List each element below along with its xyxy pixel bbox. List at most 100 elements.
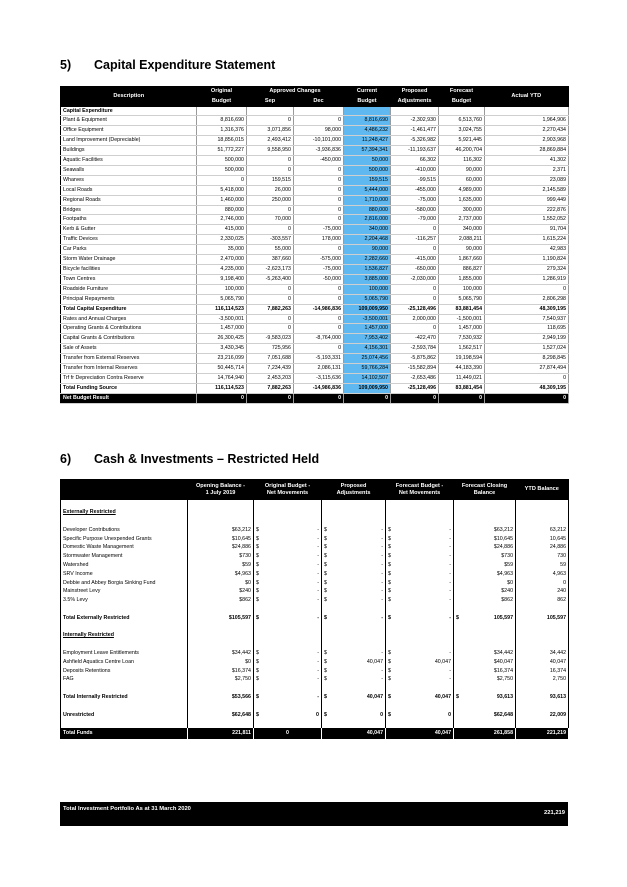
cash-blank-cell: [261, 684, 322, 694]
capex-cell-current-budget: 14,102,507: [343, 373, 392, 384]
cash-row: Specific Purpose Unexpended Grants $10,64…: [60, 534, 570, 544]
capex-cell-current-budget: 2,816,000: [343, 214, 392, 226]
portfolio-value: 221,219: [544, 810, 565, 816]
cash-header-forecast: Forecast Budget - Net Movements: [385, 479, 454, 500]
cash-cell-original: -: [261, 543, 322, 553]
capex-row: Trf fr Depreciation Contra Reserve 14,764…: [60, 373, 570, 384]
capex-cell-original-budget: [196, 106, 247, 117]
capex-cell-original-budget: 8,816,690: [196, 115, 247, 127]
currency-symbol: [454, 543, 462, 552]
currency-symbol: $: [388, 570, 391, 577]
cash-cell-ytd: 93,613: [515, 693, 570, 702]
cash-cell-original: -: [261, 569, 322, 579]
cash-cell-original: -: [261, 657, 322, 667]
currency-symbol: $: [324, 588, 327, 595]
cash-cell-forecast: -: [393, 675, 455, 685]
capex-cell-sep-change: 0: [246, 165, 294, 176]
capex-cell-proposed-adjustment: -25,128,496: [390, 303, 440, 315]
currency-symbol: $: [388, 597, 391, 604]
cash-cell-ytd: 862: [515, 596, 570, 606]
capex-cell-dec-change: 178,000: [293, 234, 345, 246]
header-actual-ytd: Actual YTD: [484, 86, 569, 107]
currency-symbol: [454, 649, 462, 658]
capex-cell-dec-change: 0: [293, 185, 345, 196]
cash-section-number: 6): [60, 452, 72, 466]
cash-header-original: Original Budget - Net Movements: [253, 479, 322, 500]
cash-cell-proposed: -: [329, 561, 387, 570]
currency-symbol: [454, 570, 462, 579]
cash-cell-opening: $0: [187, 578, 254, 588]
cash-blank-cell: [329, 517, 387, 526]
currency-symbol: $: [324, 553, 327, 560]
cash-row: Ashfield Aquatics Centre Loan $0 $ - $40,047…: [60, 657, 570, 667]
cash-blank-cell: [461, 640, 517, 650]
cash-cell-proposed: -: [329, 534, 387, 544]
capex-cell-dec-change: 0: [293, 214, 345, 226]
capex-row-label: Transfer from Internal Reserves: [60, 363, 197, 374]
cash-cell-forecast: -: [393, 613, 455, 623]
cash-cell-opening: $730: [187, 552, 254, 562]
cash-cell-forecast: -: [393, 552, 455, 562]
capex-cell-proposed-adjustment: -410,000: [390, 165, 440, 176]
capex-cell-dec-change: 0: [293, 175, 345, 186]
cash-table: Opening Balance -1 July 2019 Original Bu…: [60, 479, 570, 739]
currency-symbol: $: [256, 711, 259, 718]
header-current-2: Budget: [343, 96, 391, 107]
capex-cell-actual-ytd: 279,324: [484, 264, 570, 275]
capex-cell-actual-ytd: 27,874,494: [484, 363, 570, 374]
header-proposed-1: Proposed: [390, 86, 439, 97]
capex-row: Storm Water Drainage 2,470,000 387,660 -575…: [60, 254, 570, 265]
capex-cell-actual-ytd: 118,695: [484, 323, 570, 335]
cash-blank-cell: [254, 623, 262, 632]
capex-cell-forecast-budget: [438, 106, 486, 117]
cash-cell-closing: $63,212: [461, 525, 517, 535]
capex-cell-dec-change: 0: [293, 244, 345, 256]
capex-cell-proposed-adjustment: -455,000: [390, 185, 440, 196]
cash-blank-cell: [254, 702, 262, 711]
cash-cell-opening: 221,811: [187, 728, 254, 739]
capex-cell-original-budget: 35,000: [196, 244, 247, 256]
capex-cell-sep-change: 0: [246, 115, 294, 127]
cash-row: [60, 640, 570, 650]
cash-blank-cell: [254, 631, 262, 640]
cash-row-label: Employment Leave Entitlements: [60, 649, 188, 658]
cash-blank-cell: [386, 500, 394, 509]
capex-row: Roadside Furniture 100,000 0 0 100,000 0 100,0…: [60, 284, 570, 295]
capex-cell-dec-change: 0: [293, 343, 345, 355]
cash-blank-cell: [386, 719, 394, 728]
capex-cell-dec-change: 2,086,131: [293, 363, 345, 374]
cash-blank-cell: [393, 719, 455, 729]
currency-symbol: $: [388, 694, 391, 701]
capex-cell-proposed-adjustment: -116,257: [390, 234, 440, 246]
cash-blank-cell: [454, 702, 462, 711]
capex-cell-actual-ytd: 1,190,824: [484, 254, 570, 265]
capex-cell-original-budget: 14,764,940: [196, 373, 247, 384]
capex-row-label: Sale of Assets: [60, 343, 197, 355]
capex-cell-sep-change: 159,515: [246, 175, 294, 186]
capex-row-label: Seawalls: [60, 165, 197, 176]
currency-symbol: $: [324, 614, 327, 621]
currency-symbol: $: [388, 553, 391, 560]
capex-cell-original-budget: 50,445,714: [196, 363, 247, 374]
cash-blank-cell: [329, 684, 387, 694]
cash-blank-cell: [454, 605, 462, 614]
capex-cell-forecast-budget: 100,000: [438, 284, 486, 295]
cash-row: SRV Income $4,963 $ - $ - $ - $4,963 4,963: [60, 569, 570, 579]
capex-cell-original-budget: 1,460,000: [196, 195, 247, 206]
capex-cell-proposed-adjustment: 0: [390, 393, 440, 404]
cash-blank-cell: [254, 640, 262, 649]
cash-row-label: 3.5% Levy: [60, 596, 188, 606]
capex-cell-current-budget: 1,457,000: [343, 323, 392, 335]
capex-cell-actual-ytd: 2,371: [484, 165, 570, 176]
cash-blank-cell: [261, 719, 322, 729]
currency-symbol: $: [388, 614, 391, 621]
capex-cell-sep-change: 7,882,263: [246, 303, 294, 315]
cash-row: Externally Restricted: [60, 508, 570, 518]
capex-row: Operating Grants & Contributions 1,457,00…: [60, 323, 570, 335]
capex-cell-sep-change: 70,000: [246, 214, 294, 226]
capex-cell-forecast-budget: 5,065,790: [438, 294, 486, 305]
cash-cell-opening: $59: [187, 561, 254, 570]
cash-row: Watershed $59 $ - $ - $ - $59 59: [60, 561, 570, 570]
capex-cell-proposed-adjustment: -99,515: [390, 175, 440, 186]
cash-blank-cell: [393, 701, 455, 711]
